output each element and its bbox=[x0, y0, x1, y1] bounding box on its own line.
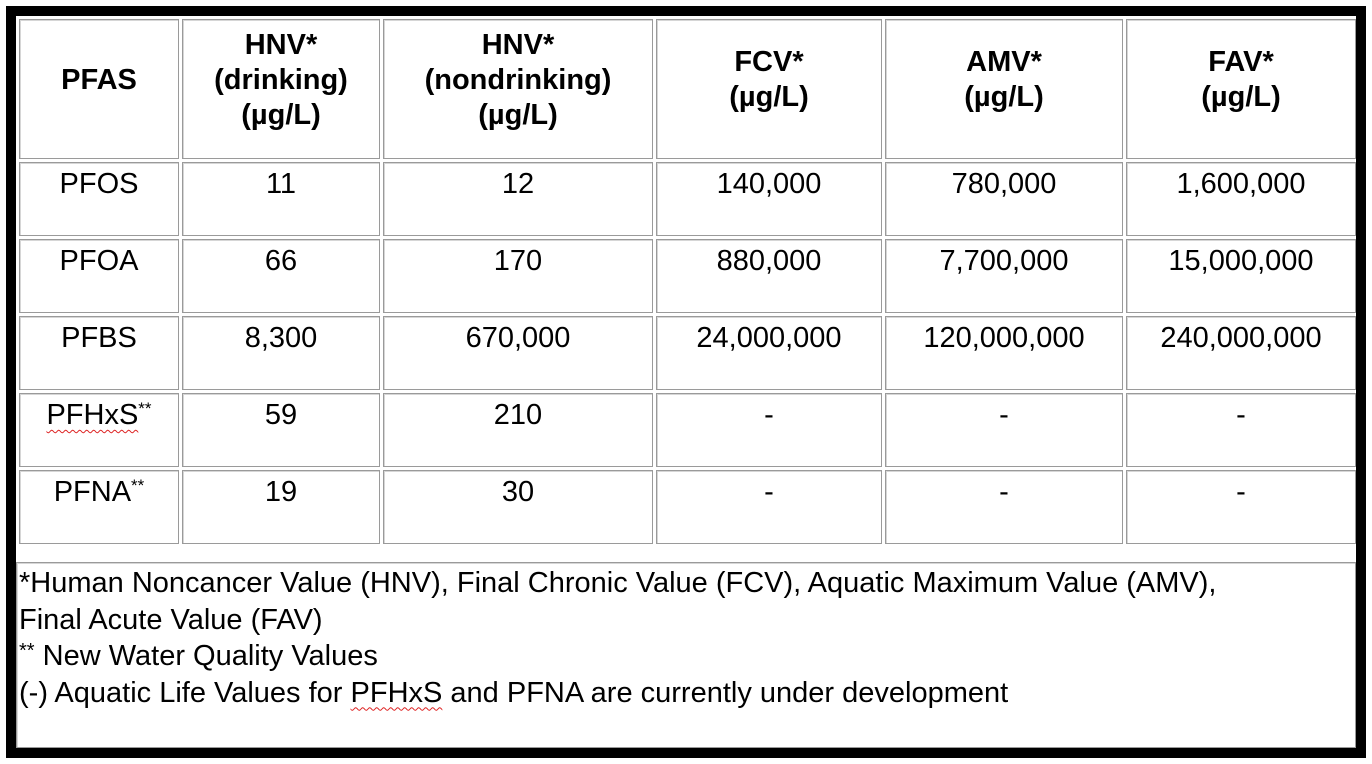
new-value-marker: ** bbox=[131, 476, 145, 495]
spellcheck-underlined-word: PFHxS bbox=[350, 676, 443, 709]
cell-fcv: 880,000 bbox=[656, 239, 882, 313]
cell-hnv-drinking: 8,300 bbox=[182, 316, 380, 390]
footnote-definitions-line2: Final Acute Value (FAV) bbox=[19, 603, 323, 636]
cell-hnv-drinking: 11 bbox=[182, 162, 380, 236]
cell-fav: 1,600,000 bbox=[1126, 162, 1356, 236]
cell-hnv-nondrinking: 12 bbox=[383, 162, 653, 236]
header-line: (µg/L) bbox=[478, 98, 558, 131]
header-fcv: FCV* (µg/L) bbox=[656, 19, 882, 159]
cell-hnv-drinking: 59 bbox=[182, 393, 380, 467]
cell-fcv: - bbox=[656, 393, 882, 467]
cell-hnv-drinking: 66 bbox=[182, 239, 380, 313]
header-amv: AMV* (µg/L) bbox=[885, 19, 1123, 159]
cell-hnv-nondrinking: 170 bbox=[383, 239, 653, 313]
header-fav: FAV* (µg/L) bbox=[1126, 19, 1356, 159]
header-line: FCV* bbox=[734, 46, 804, 78]
table-row: PFOS 11 12 140,000 780,000 1,600,000 bbox=[19, 162, 1356, 236]
header-line: (µg/L) bbox=[1201, 81, 1281, 113]
table-row: PFNA** 19 30 - - - bbox=[19, 470, 1356, 544]
cell-fav: 15,000,000 bbox=[1126, 239, 1356, 313]
header-line: (µg/L) bbox=[729, 81, 809, 113]
header-line: (drinking) bbox=[214, 63, 348, 96]
cell-pfas: PFOA bbox=[19, 239, 179, 313]
pfas-values-table: PFAS HNV* (drinking) (µg/L) HNV* (nondrinki… bbox=[16, 16, 1359, 547]
cell-fcv: - bbox=[656, 470, 882, 544]
new-values-marker: ** bbox=[19, 640, 35, 662]
cell-pfas: PFHxS** bbox=[19, 393, 179, 467]
cell-hnv-drinking: 19 bbox=[182, 470, 380, 544]
cell-amv: 7,700,000 bbox=[885, 239, 1123, 313]
header-hnv-drinking: HNV* (drinking) (µg/L) bbox=[182, 19, 380, 159]
cell-amv: 780,000 bbox=[885, 162, 1123, 236]
new-value-marker: ** bbox=[138, 399, 152, 418]
header-line: (µg/L) bbox=[241, 98, 321, 131]
header-line: FAV* bbox=[1208, 46, 1274, 78]
cell-hnv-nondrinking: 210 bbox=[383, 393, 653, 467]
footnote-development: (-) Aquatic Life Values for PFHxS and PF… bbox=[19, 676, 1009, 709]
header-line: (nondrinking) bbox=[424, 63, 612, 96]
cell-pfas: PFNA** bbox=[19, 470, 179, 544]
footnote-new-values: ** New Water Quality Values bbox=[19, 640, 378, 672]
cell-fav: - bbox=[1126, 470, 1356, 544]
header-line: HNV* bbox=[481, 28, 555, 61]
table-footnotes: *Human Noncancer Value (HNV), Final Chro… bbox=[16, 562, 1356, 748]
spellcheck-underlined-word: PFHxS bbox=[46, 399, 139, 431]
cell-amv: - bbox=[885, 470, 1123, 544]
cell-pfas: PFBS bbox=[19, 316, 179, 390]
table-row: PFBS 8,300 670,000 24,000,000 120,000,00… bbox=[19, 316, 1356, 390]
cell-fav: 240,000,000 bbox=[1126, 316, 1356, 390]
cell-hnv-nondrinking: 670,000 bbox=[383, 316, 653, 390]
header-line: AMV* bbox=[966, 46, 1042, 78]
cell-amv: 120,000,000 bbox=[885, 316, 1123, 390]
table-row: PFOA 66 170 880,000 7,700,000 15,000,000 bbox=[19, 239, 1356, 313]
header-row: PFAS HNV* (drinking) (µg/L) HNV* (nondrinki… bbox=[19, 19, 1356, 159]
cell-fcv: 24,000,000 bbox=[656, 316, 882, 390]
table-frame: PFAS HNV* (drinking) (µg/L) HNV* (nondrinki… bbox=[6, 6, 1366, 758]
header-pfas: PFAS bbox=[19, 19, 179, 159]
header-hnv-nondrinking: HNV* (nondrinking) (µg/L) bbox=[383, 19, 653, 159]
cell-amv: - bbox=[885, 393, 1123, 467]
cell-fcv: 140,000 bbox=[656, 162, 882, 236]
table-row: PFHxS** 59 210 - - - bbox=[19, 393, 1356, 467]
cell-fav: - bbox=[1126, 393, 1356, 467]
header-line: (µg/L) bbox=[964, 81, 1044, 113]
cell-hnv-nondrinking: 30 bbox=[383, 470, 653, 544]
cell-pfas: PFOS bbox=[19, 162, 179, 236]
footnote-definitions-line1: *Human Noncancer Value (HNV), Final Chro… bbox=[19, 567, 1217, 599]
header-line: HNV* bbox=[244, 28, 318, 61]
header-line: PFAS bbox=[61, 63, 137, 96]
